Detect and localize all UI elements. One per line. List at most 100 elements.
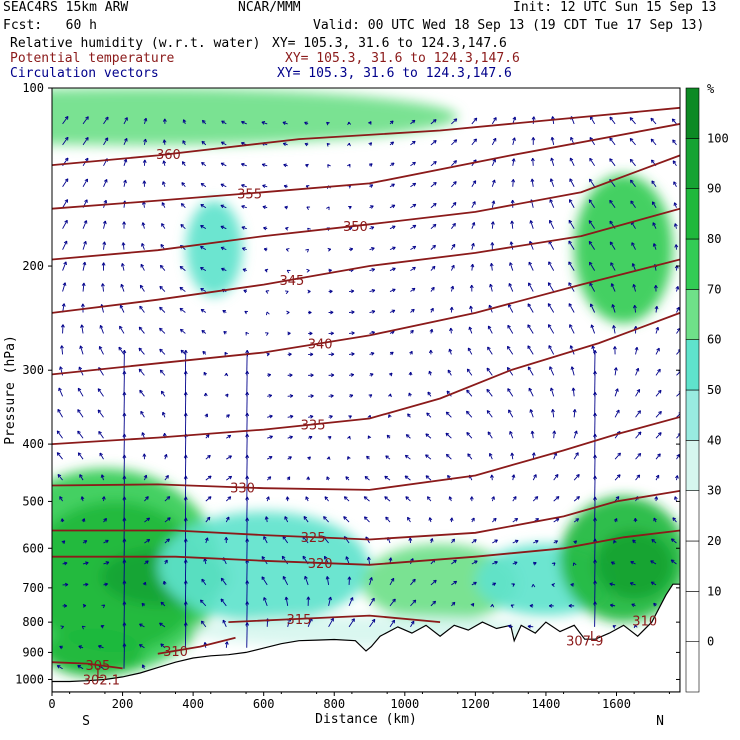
vector-arrow <box>553 496 560 502</box>
plot-frame <box>51 87 681 693</box>
vector-arrowhead <box>629 117 632 121</box>
vector-arrowhead <box>363 516 366 520</box>
vector-arrowhead <box>159 622 162 627</box>
y-tick-label: 400 <box>22 437 44 451</box>
vector-arrowhead <box>681 412 682 415</box>
vector-arrowhead <box>653 603 655 607</box>
vector-arrow <box>489 453 493 460</box>
field3-name: Circulation vectors <box>10 66 159 81</box>
colorbar-swatch <box>685 138 700 189</box>
vector-arrowhead <box>263 227 267 231</box>
vector-arrowhead <box>64 582 69 585</box>
vector-arrow <box>511 220 514 229</box>
vector-arrow <box>573 430 578 439</box>
vector-arrowhead <box>261 163 265 167</box>
vector-arrowhead <box>408 371 412 376</box>
vector-arrowhead <box>310 373 314 376</box>
vector-arrowhead <box>267 476 271 478</box>
vector-arrow <box>466 389 473 397</box>
vector-arrowhead <box>245 622 248 626</box>
vector-arrowhead <box>637 431 642 434</box>
vector-arrowhead <box>285 496 288 500</box>
vector-arrowhead <box>306 268 310 271</box>
colorbar-swatch <box>685 641 700 693</box>
vector-arrowhead <box>163 453 167 457</box>
vector-arrowhead <box>245 601 248 605</box>
vector-arrowhead <box>143 138 146 142</box>
vector-arrow <box>405 496 411 502</box>
vector-arrowhead <box>368 163 373 165</box>
vector-arrowhead <box>307 289 311 292</box>
colorbar-swatch <box>685 238 700 290</box>
vector-arrow <box>491 117 497 125</box>
vector-arrow <box>671 538 677 544</box>
x-tick-label: 800 <box>323 697 345 711</box>
theta-contour <box>52 207 680 314</box>
vector-arrow <box>486 410 493 418</box>
vector-arrowhead <box>451 264 455 268</box>
vector-arrow <box>487 431 493 439</box>
contour-extra-label: 307.9 <box>566 635 603 650</box>
vector-arrowhead <box>433 161 437 163</box>
vector-arrow <box>142 222 145 229</box>
vector-arrow <box>267 435 273 439</box>
vector-arrowhead <box>531 584 534 588</box>
humidity-cell <box>157 511 370 623</box>
colorbar-swatch <box>685 540 700 592</box>
vector-arrow <box>652 201 657 208</box>
vector-arrowhead <box>122 412 125 417</box>
vector-arrowhead <box>179 308 182 312</box>
vector-arrowhead <box>366 556 369 561</box>
vector-arrowhead <box>616 431 621 434</box>
vector-arrowhead <box>386 435 389 439</box>
vector-arrow <box>635 347 638 355</box>
vector-arrowhead <box>289 435 293 437</box>
vector-arrow <box>328 618 334 628</box>
theta-contour-label: 325 <box>301 531 326 546</box>
vector-arrow <box>676 371 680 376</box>
colorbar-swatch <box>685 389 700 441</box>
vector-arrow <box>344 496 350 502</box>
vector-arrowhead <box>472 180 476 183</box>
vector-arrow <box>588 220 595 229</box>
vector-arrow <box>676 454 680 460</box>
vector-arrowhead <box>220 226 224 230</box>
vector-arrow <box>451 181 457 188</box>
theta-contour-label: 330 <box>230 481 255 496</box>
vector-arrow <box>426 412 432 418</box>
vector-arrow <box>614 496 620 502</box>
vector-arrowhead <box>529 220 531 224</box>
vector-arrowhead <box>453 181 457 183</box>
vector-arrowhead <box>531 452 535 456</box>
vector-arrow <box>389 246 396 251</box>
vector-arrow <box>82 137 89 146</box>
vector-arrow <box>179 287 186 292</box>
vector-arrowhead <box>629 138 632 142</box>
vector-arrowhead <box>244 311 247 315</box>
vector-arrowhead <box>491 496 495 499</box>
vector-arrowhead <box>430 307 434 311</box>
vector-arrowhead <box>100 625 104 629</box>
theta-contour <box>52 661 123 670</box>
vector-arrowhead <box>405 434 408 438</box>
vector-arrow <box>56 430 63 439</box>
vector-arrow <box>119 325 125 334</box>
vector-arrowhead <box>266 311 268 316</box>
vector-arrowhead <box>637 410 641 413</box>
vector-arrow <box>451 139 457 146</box>
vector-arrowhead <box>282 143 286 147</box>
theta-contours: 360 355 350 345 340 335 330 325 320 315 310 305302.… <box>52 106 680 688</box>
vector-arrow <box>673 181 677 187</box>
vector-arrowhead <box>593 349 596 354</box>
vector-arrow <box>62 261 67 271</box>
vector-arrowhead <box>531 116 535 120</box>
vector-arrowhead <box>411 308 415 311</box>
vector-arrowhead <box>350 373 354 375</box>
vector-arrow <box>573 452 579 460</box>
vector-arrowhead <box>82 261 86 265</box>
vector-arrow <box>200 225 207 230</box>
vector-arrowhead <box>466 411 468 415</box>
vector-arrowhead <box>447 475 449 479</box>
vector-arrow <box>222 619 227 628</box>
vector-arrow <box>102 283 104 292</box>
